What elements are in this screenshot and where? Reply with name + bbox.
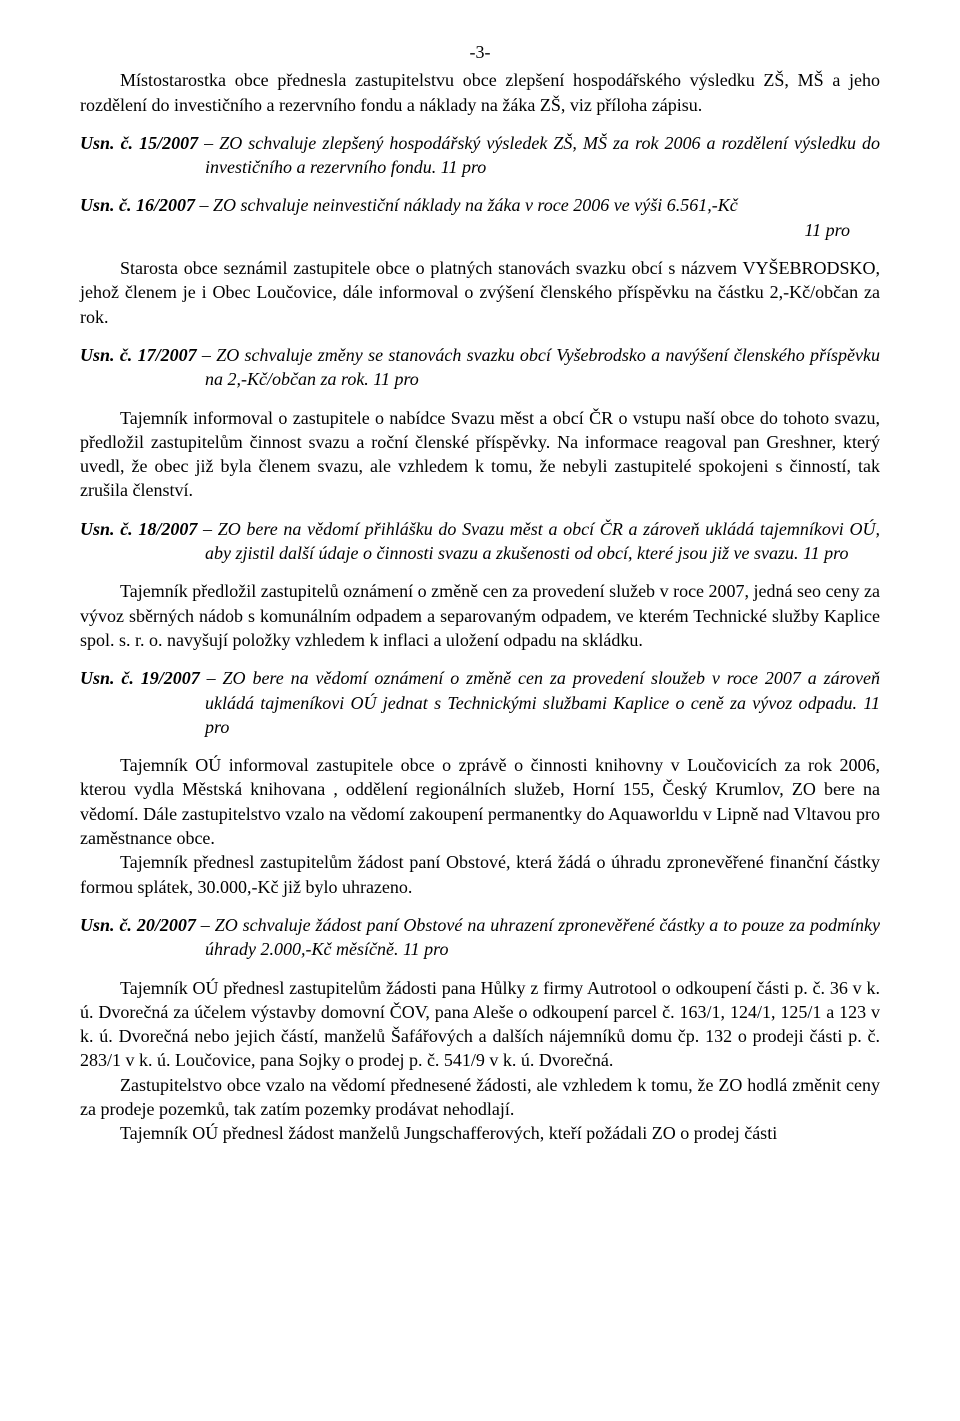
paragraph-2: Starosta obce seznámil zastupitele obce … xyxy=(80,256,880,329)
paragraph-6c: Tajemník OÚ přednesl žádost manželů Jung… xyxy=(80,1121,880,1145)
resolution-20: Usn. č. 20/2007 – ZO schvaluje žádost pa… xyxy=(80,913,880,962)
res-15-body: – ZO schvaluje zlepšený hospodářský výsl… xyxy=(198,133,880,177)
paragraph-4: Tajemník předložil zastupitelů oznámení … xyxy=(80,579,880,652)
res-20-label: Usn. č. 20/2007 xyxy=(80,915,196,935)
resolution-18: Usn. č. 18/2007 – ZO bere na vědomí přih… xyxy=(80,517,880,566)
res-17-body: – ZO schvaluje změny se stanovách svazku… xyxy=(197,345,880,389)
res-18-body: – ZO bere na vědomí přihlášku do Svazu m… xyxy=(197,519,880,563)
res-16-tag: 11 pro xyxy=(804,220,850,240)
res-19-body: – ZO bere na vědomí oznámení o změně cen… xyxy=(200,668,880,737)
paragraph-5a: Tajemník OÚ informoval zastupitele obce … xyxy=(80,753,880,850)
res-19-label: Usn. č. 19/2007 xyxy=(80,668,200,688)
resolution-17: Usn. č. 17/2007 – ZO schvaluje změny se … xyxy=(80,343,880,392)
resolution-19: Usn. č. 19/2007 – ZO bere na vědomí ozná… xyxy=(80,666,880,739)
resolution-15: Usn. č. 15/2007 – ZO schvaluje zlepšený … xyxy=(80,131,880,180)
res-18-label: Usn. č. 18/2007 xyxy=(80,519,197,539)
paragraph-6b: Zastupitelstvo obce vzalo na vědomí před… xyxy=(80,1073,880,1122)
res-16-body: – ZO schvaluje neinvestiční náklady na ž… xyxy=(195,195,738,215)
paragraph-5b: Tajemník přednesl zastupitelům žádost pa… xyxy=(80,850,880,899)
res-16-label: Usn. č. 16/2007 xyxy=(80,195,195,215)
res-15-label: Usn. č. 15/2007 xyxy=(80,133,198,153)
resolution-16: Usn. č. 16/2007 – ZO schvaluje neinvesti… xyxy=(80,193,880,242)
res-20-body: – ZO schvaluje žádost paní Obstové na uh… xyxy=(196,915,880,959)
paragraph-1: Místostarostka obce přednesla zastupitel… xyxy=(80,68,880,117)
res-17-label: Usn. č. 17/2007 xyxy=(80,345,197,365)
page-number: -3- xyxy=(80,40,880,64)
paragraph-6a: Tajemník OÚ přednesl zastupitelům žádost… xyxy=(80,976,880,1073)
paragraph-3: Tajemník informoval o zastupitele o nabí… xyxy=(80,406,880,503)
